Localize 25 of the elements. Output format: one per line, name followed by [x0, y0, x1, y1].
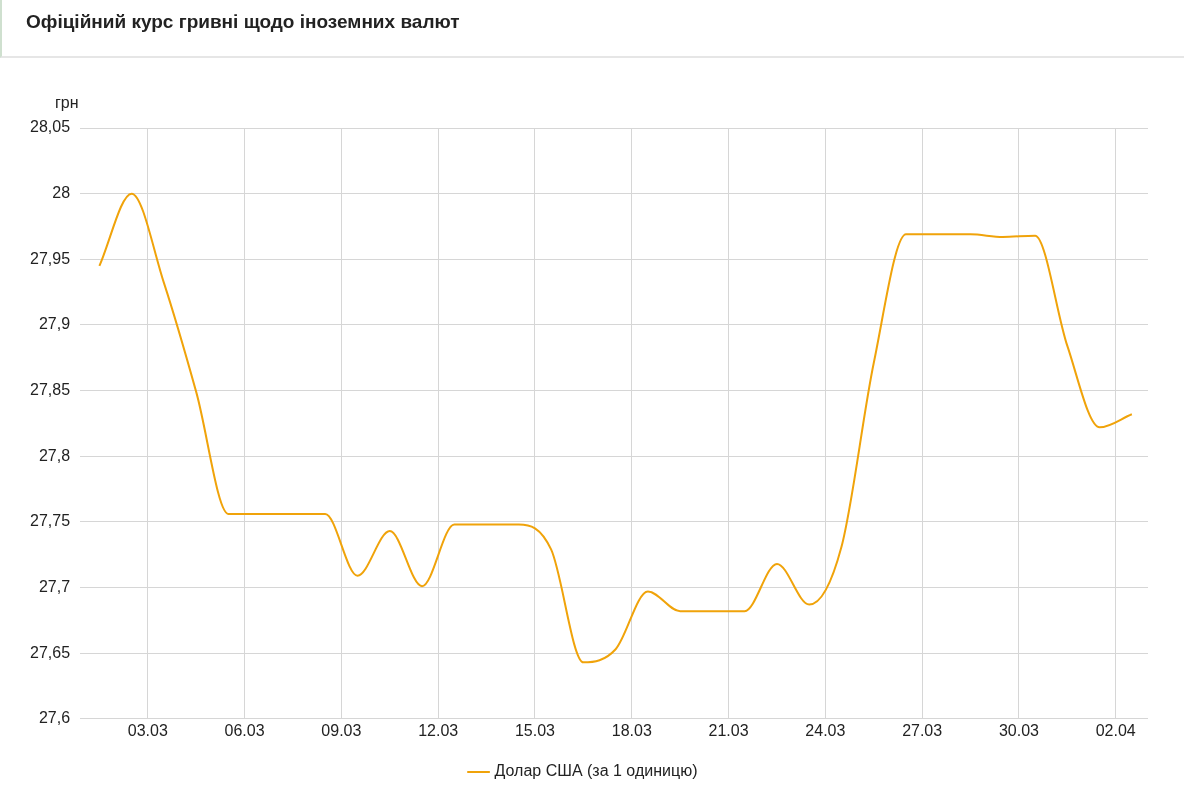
y-tick-label: 28	[52, 184, 71, 202]
y-tick-label: 28,05	[29, 118, 71, 136]
legend-label: Долар США (за 1 одиницю)	[494, 762, 698, 780]
x-tick-label: 15.03	[514, 721, 556, 739]
y-tick-label: 27,6	[38, 709, 71, 727]
y-tick-label: 27,75	[29, 512, 71, 530]
x-tick-label: 18.03	[611, 721, 652, 739]
x-tick-label: 30.03	[998, 721, 1040, 739]
chart-title: Офіційний курс гривні щодо іноземних валют	[25, 10, 460, 33]
x-tick-label: 24.03	[805, 721, 846, 739]
line-series	[98, 192, 1133, 664]
x-tick-label: 12.03	[418, 721, 459, 739]
y-tick-label: 27,65	[29, 643, 71, 661]
y-tick-label: 27,9	[38, 315, 71, 333]
y-tick-label: 27,95	[29, 249, 71, 267]
x-tick-label: 02.04	[1095, 721, 1136, 739]
x-tick-label: 06.03	[224, 721, 265, 739]
x-tick-label: 21.03	[708, 721, 749, 739]
y-axis-title: грн	[55, 94, 79, 112]
x-tick-label: 03.03	[127, 721, 168, 739]
x-tick-label: 09.03	[321, 721, 362, 739]
y-tick-label: 27,85	[29, 380, 71, 398]
y-tick-label: 27,7	[38, 577, 71, 595]
y-tick-label: 27,8	[38, 446, 71, 464]
x-tick-label: 27.03	[902, 721, 943, 739]
